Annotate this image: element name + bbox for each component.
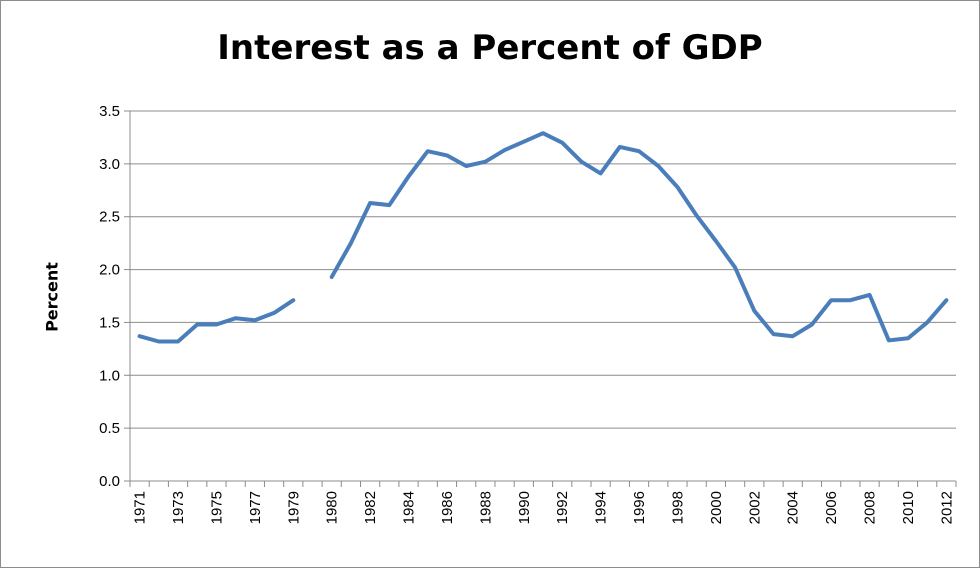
- y-tick-label: 2.0: [99, 262, 120, 279]
- y-tick-label: 3.5: [99, 103, 120, 120]
- x-tick-label: 1998: [669, 491, 686, 524]
- y-tick-label: 0.5: [99, 420, 120, 437]
- y-tick-label: 1.0: [99, 367, 120, 384]
- x-tick-label: 1979: [285, 491, 302, 524]
- series-line-segment-1: [137, 298, 296, 344]
- x-tick-label: 1982: [362, 491, 379, 524]
- y-tick-label: 1.5: [99, 314, 120, 331]
- y-tick-label: 2.5: [99, 209, 120, 226]
- x-tick-label: 1986: [439, 491, 456, 524]
- x-tick-label: 1992: [554, 491, 571, 524]
- x-tick-label: 1977: [247, 491, 264, 524]
- y-tick-labels: 0.0 0.5 1.0 1.5 2.0 2.5 3.0 3.5: [99, 103, 120, 490]
- x-tick-label: 2012: [938, 491, 955, 524]
- x-tick-label: 2010: [900, 491, 917, 524]
- x-tick-label: 1975: [208, 491, 225, 524]
- x-tick-labels: 1971 1973 1975 1977 1979 1980 1982 1984 1986 1988…: [132, 491, 956, 524]
- series-line-segment-2: [329, 131, 949, 343]
- x-tick-label: 2006: [823, 491, 840, 524]
- x-tick-label: 1996: [631, 491, 648, 524]
- x-tick-label: 2000: [708, 491, 725, 524]
- data-series: [137, 131, 949, 344]
- x-tick-label: 2004: [785, 491, 802, 524]
- x-tick-label: 1994: [593, 491, 610, 524]
- x-tick-label: 2008: [862, 491, 879, 524]
- x-tick-label: 1988: [477, 491, 494, 524]
- x-tick-label: 2002: [746, 491, 763, 524]
- x-tick-label: 1990: [516, 491, 533, 524]
- gridlines: [124, 110, 956, 482]
- axes: [129, 111, 957, 487]
- x-tick-label: 1971: [132, 491, 149, 524]
- x-tick-label: 1973: [170, 491, 187, 524]
- x-tick-label: 1980: [324, 491, 341, 524]
- chart-title: Interest as a Percent of GDP: [217, 28, 763, 68]
- x-tick-label: 1984: [401, 491, 418, 524]
- y-tick-label: 0.0: [99, 473, 120, 490]
- y-tick-label: 3.0: [99, 156, 120, 173]
